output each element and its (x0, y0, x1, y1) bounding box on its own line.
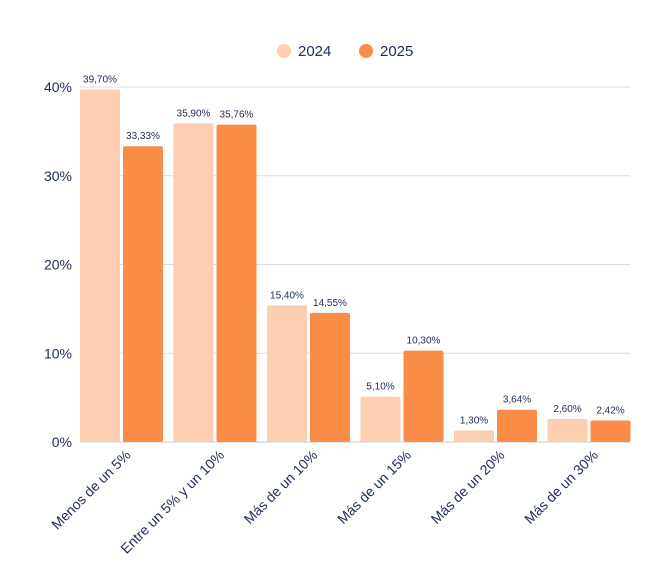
y-tick-label: 20% (44, 257, 72, 273)
data-label: 39,70% (83, 75, 117, 86)
bar-2024-1 (173, 123, 214, 442)
legend-label: 2024 (298, 43, 331, 60)
bar-2024-4 (454, 430, 494, 442)
data-label: 35,76% (220, 110, 254, 121)
bar-2025-5 (590, 420, 631, 442)
bar-2025-0 (123, 146, 163, 443)
legend-marker-2025 (359, 44, 373, 58)
legend: 2024 2025 (277, 43, 413, 60)
data-label: 2,60% (553, 404, 581, 415)
grid-lines (80, 86, 630, 443)
data-label: 5,10% (366, 382, 394, 393)
data-label: 2,42% (596, 406, 624, 417)
y-tick-label: 40% (44, 79, 72, 95)
bar-2025-2 (310, 312, 350, 442)
y-tick-label: 10% (44, 345, 72, 361)
data-label: 35,90% (177, 108, 211, 119)
x-tick-label: Más de un 20% (428, 447, 508, 527)
bar-2025-1 (216, 124, 257, 442)
legend-marker-2024 (277, 44, 291, 58)
y-tick-label: 0% (52, 434, 72, 450)
x-axis: Menos de un 5%Entre un 5% y un 10% Más de… (48, 447, 601, 557)
bar-2025-4 (497, 409, 537, 442)
x-tick-label: Más de un 15% (334, 447, 414, 527)
data-label: 1,30% (460, 415, 488, 426)
data-label: 14,55% (313, 298, 347, 309)
x-tick-label: Más de un 30% (521, 447, 601, 527)
y-axis: 0% 10% 20% 30% 40% (44, 79, 72, 450)
data-label: 33,33% (126, 131, 160, 142)
bars (80, 89, 631, 443)
bar-2024-2 (267, 305, 307, 442)
data-label: 15,40% (270, 290, 304, 301)
bar-2024-0 (80, 89, 120, 442)
legend-label: 2025 (380, 43, 413, 60)
data-labels: 39,70% 33,33% 35,90% 35,76% 15,40% 14,55% 5,10… (83, 75, 625, 427)
x-tick-label: Entre un 5% y un 10% (117, 447, 227, 557)
x-tick-label: Menos de un 5% (48, 447, 134, 533)
data-label: 3,64% (503, 395, 531, 406)
y-tick-label: 30% (44, 168, 72, 184)
bar-2024-3 (360, 396, 401, 442)
data-label: 10,30% (407, 336, 441, 347)
bar-2024-5 (547, 418, 588, 442)
x-tick-label: Más de un 10% (241, 447, 321, 527)
bar-2025-3 (403, 350, 444, 442)
